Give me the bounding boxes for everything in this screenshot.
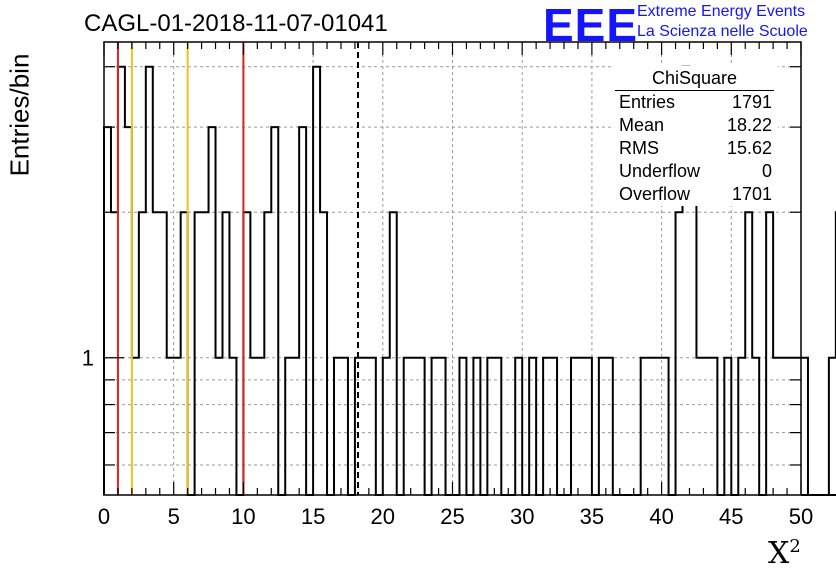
tick-labels: 0 5 10 15 20 25 30 35 40 45 50 1 [82, 346, 813, 529]
x-axis-label: X2 [768, 536, 801, 571]
grid-lines [104, 42, 801, 495]
stats-label: Overflow [619, 184, 691, 204]
histogram-bars [103, 65, 836, 496]
plot-frame [103, 41, 802, 496]
stats-value: 1701 [731, 184, 772, 204]
stats-row-entries: Entries 1791 [611, 91, 778, 114]
stats-row-underflow: Underflow 0 [611, 160, 778, 183]
chart-title: CAGL-01-2018-11-07-01041 [84, 10, 388, 37]
x-tick-label: 5 [168, 504, 180, 529]
stats-label: Mean [619, 115, 665, 135]
stats-label: Entries [619, 92, 676, 112]
stats-value: 1791 [731, 92, 772, 112]
stats-row-mean: Mean 18.22 [611, 114, 778, 137]
x-tick-label: 35 [580, 504, 604, 529]
x-tick-label: 10 [231, 504, 255, 529]
x-tick-label: 50 [789, 504, 813, 529]
x-tick-label: 25 [440, 504, 464, 529]
x-tick-label: 45 [719, 504, 743, 529]
x-axis-label-superscript: 2 [789, 536, 801, 557]
stats-box: ChiSquare Entries 1791 Mean 18.22 RMS 15.62… [611, 66, 778, 206]
logo-line-1: Extreme Energy Events [637, 3, 806, 20]
x-axis-label-base: X [768, 536, 790, 571]
stats-label: Underflow [619, 161, 701, 181]
stats-row-overflow: Overflow 1701 [611, 183, 778, 206]
stats-row-rms: RMS 15.62 [611, 137, 778, 160]
x-tick-label: 40 [649, 504, 673, 529]
stats-value: 0 [761, 161, 772, 181]
x-tick-label: 15 [301, 504, 325, 529]
x-tick-label: 20 [371, 504, 395, 529]
marker-lines [116, 42, 359, 495]
stats-label: RMS [619, 138, 659, 158]
stats-box-title: ChiSquare [615, 66, 774, 91]
stats-value: 18.22 [726, 115, 772, 135]
x-tick-label: 30 [510, 504, 534, 529]
histogram-outline [103, 65, 836, 496]
x-tick-label: 0 [98, 504, 110, 529]
logo-line-2: La Scienza nelle Scuole [637, 23, 808, 40]
stats-value: 15.62 [726, 138, 772, 158]
y-tick-label: 1 [82, 346, 94, 371]
